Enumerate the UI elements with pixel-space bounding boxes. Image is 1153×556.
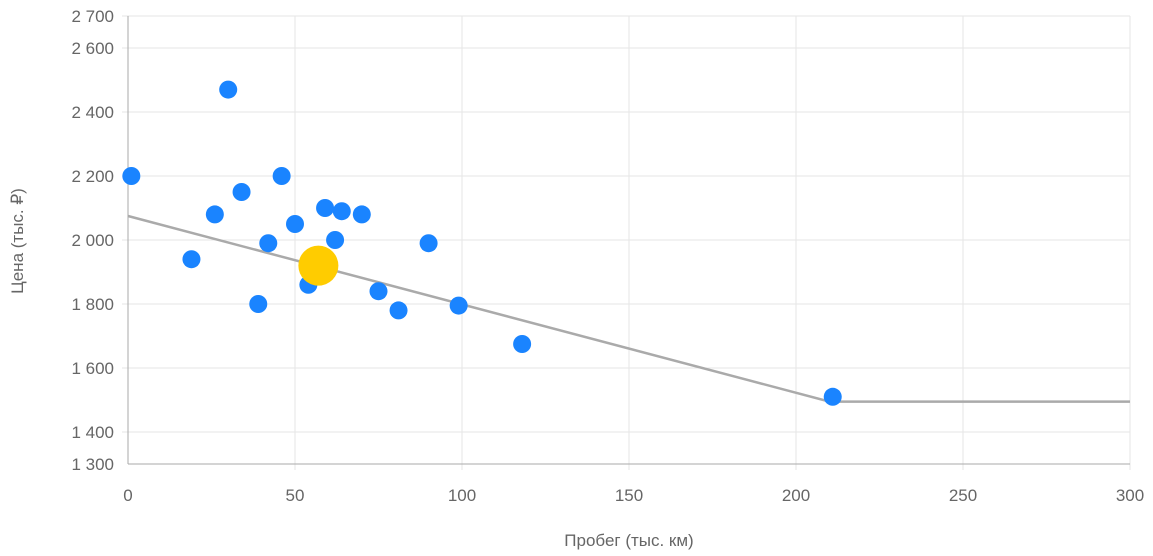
data-point	[232, 183, 251, 201]
x-axis-title: Пробег (тыс. км)	[564, 531, 693, 550]
x-tick-label: 50	[286, 486, 305, 505]
y-axis-title: Цена (тыс. ₽)	[8, 188, 27, 294]
data-point	[286, 215, 304, 233]
y-tick-label: 2 600	[71, 39, 114, 58]
data-point	[326, 231, 345, 249]
y-tick-label: 2 000	[71, 231, 114, 250]
y-tick-label: 2 400	[71, 103, 114, 122]
data-point	[449, 296, 468, 315]
data-point	[352, 205, 371, 224]
data-point	[389, 301, 408, 320]
x-tick-label: 250	[949, 486, 977, 505]
data-points	[122, 80, 842, 406]
data-point	[316, 199, 335, 217]
y-tick-label: 2 700	[71, 7, 114, 26]
data-point	[259, 234, 278, 253]
y-tick-label: 1 800	[71, 295, 114, 314]
x-tick-label: 200	[782, 486, 810, 505]
data-point	[122, 167, 141, 185]
data-point	[332, 202, 351, 221]
y-tick-label: 2 200	[71, 167, 114, 186]
data-point	[823, 387, 842, 406]
data-point	[205, 205, 224, 224]
tick-labels: 0 50 100 150 200 250 300 1 300 1 400 1 600 1 800 2 …	[71, 7, 1144, 505]
x-tick-label: 0	[123, 486, 132, 505]
data-point	[219, 80, 238, 99]
y-tick-label: 1 300	[71, 455, 114, 474]
data-point	[419, 234, 438, 253]
data-point	[249, 295, 268, 313]
data-point	[272, 167, 291, 185]
x-tick-label: 150	[615, 486, 643, 505]
highlight-point	[298, 245, 339, 286]
x-tick-label: 100	[448, 486, 476, 505]
y-tick-label: 1 400	[71, 423, 114, 442]
x-tick-label: 300	[1116, 486, 1144, 505]
data-point	[513, 335, 532, 353]
y-tick-label: 1 600	[71, 359, 114, 378]
data-point	[369, 282, 388, 301]
axes	[127, 16, 1130, 465]
data-point	[182, 250, 201, 269]
